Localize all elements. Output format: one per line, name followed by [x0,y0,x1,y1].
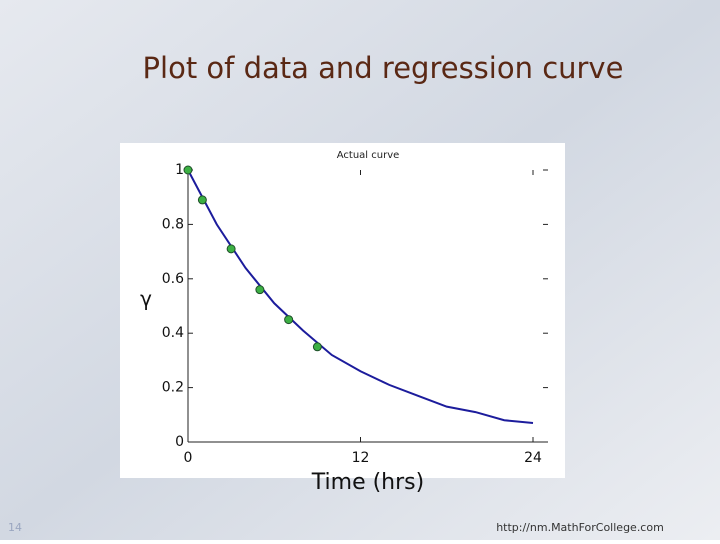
legend-label: Actual curve [337,150,400,161]
data-point [312,342,322,352]
data-point [197,195,207,205]
y-tick-label: 0.2 [162,380,184,396]
regression-curve [187,169,534,424]
y-tick-label: 0.8 [162,216,184,232]
footer: http://nm.MathForCollege.com [496,521,664,534]
slide-title: Plot of data and regression curve [143,51,624,85]
x-axis-label: Time (hrs) [311,470,424,495]
plot: 0 0.2 0.4 0.6 0.8 1 0 12 24 [162,162,548,466]
page-number: 14 [8,521,22,534]
x-tick-label: 0 [184,450,193,466]
plot-background [120,143,565,478]
y-tick-label: 1 [175,162,184,178]
data-point [183,165,193,175]
x-tick-label: 12 [352,450,370,466]
y-tick-label: 0.4 [162,325,184,341]
data-point [255,285,265,295]
y-tick-label: 0.6 [162,271,184,287]
data-point [284,315,294,325]
data-point [226,244,236,254]
y-tick-label: 0 [175,434,184,450]
x-tick-label: 24 [524,450,542,466]
y-axis-label: γ [140,287,152,311]
